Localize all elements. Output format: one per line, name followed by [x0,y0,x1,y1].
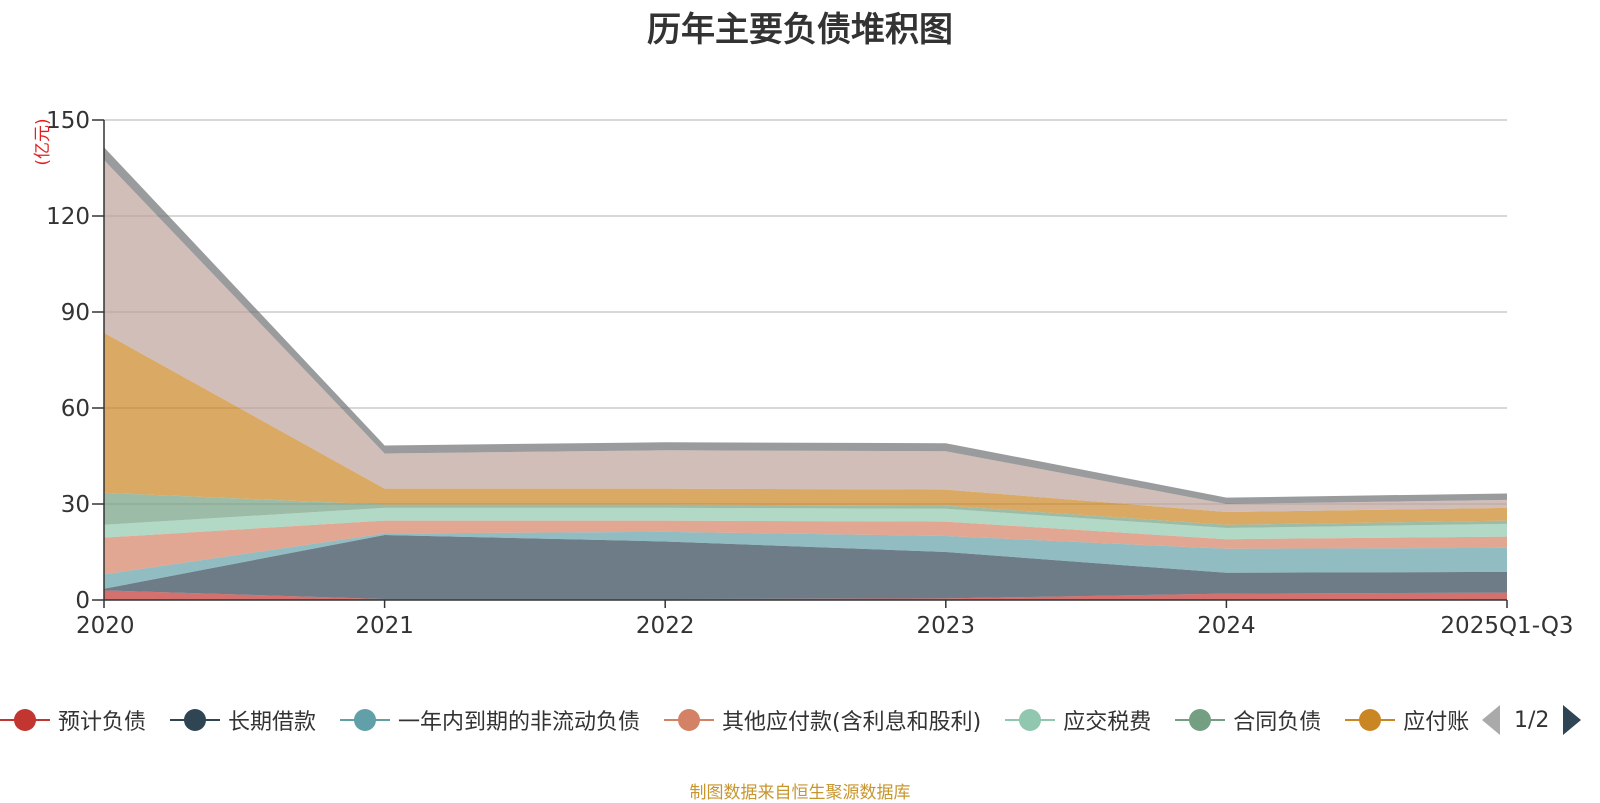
tick-labels: 0 30 60 90 120 150 2020 2021 2022 2023 2024 2025Q1-… [46,108,1573,639]
legend-marker-icon [1345,707,1396,733]
legend-marker-icon [1005,707,1056,733]
area-1 [104,535,1507,600]
y-axis-unit-label: (亿元) [33,118,53,165]
y-tick-label: 60 [61,396,90,422]
legend-marker-dot [184,709,207,731]
legend: 预计负债 长期借款 一年内到期的非流动负债 其他应付款(含利息和股利) 应交税费 合同负债… [0,700,1600,740]
legend-marker-dot [1019,709,1042,731]
x-tick-label: 2020 [76,613,135,639]
y-tick-label: 90 [61,300,90,326]
legend-marker-dot [354,709,377,731]
legend-next-page-icon[interactable] [1563,705,1582,735]
legend-marker-icon [340,707,391,733]
area-series [104,147,1507,600]
legend-marker-dot [1189,709,1212,731]
x-tick-label: 2023 [917,613,976,639]
x-tick-label: 2025Q1-Q3 [1440,613,1573,639]
area-5 [104,492,1507,528]
axes [92,119,1508,608]
legend-marker-icon [664,707,715,733]
y-tick-label: 30 [61,492,90,518]
y-tick-label: 120 [46,204,90,230]
area-3 [104,520,1507,575]
legend-marker-dot [1359,709,1382,731]
area-4 [104,507,1507,540]
legend-label: 长期借款 [228,710,317,735]
area-2 [104,531,1507,589]
x-tick-label: 2022 [636,613,695,639]
chart-title: 历年主要负债堆积图 [647,10,953,50]
legend-marker-icon [1175,707,1226,733]
stacked-area-chart: 0 30 60 90 120 150 2020 2021 2022 2023 2024 2025Q1-… [33,108,1574,639]
legend-label: 合同负债 [1233,710,1322,735]
legend-item[interactable]: 其他应付款(含利息和股利) [664,700,981,740]
legend-item[interactable]: 合同负债 [1175,700,1321,740]
data-source-note: 制图数据来自恒生聚源数据库 [689,783,911,803]
legend-label: 应交税费 [1063,710,1152,735]
legend-pager: 1/2 [1470,700,1600,740]
y-tick-label: 0 [75,588,90,614]
legend-marker-icon [0,707,50,733]
legend-item[interactable]: 长期借款 [170,700,316,740]
y-tick-label: 150 [46,108,90,134]
legend-label: 预计负债 [58,710,147,735]
legend-label: 一年内到期的非流动负债 [398,710,641,735]
area-0 [104,590,1507,600]
legend-label: 其他应付款(含利息和股利) [722,710,982,735]
legend-marker-icon [170,707,221,733]
x-tick-label: 2024 [1197,613,1256,639]
legend-page-indicator: 1/2 [1514,707,1550,733]
legend-item[interactable]: 一年内到期的非流动负债 [340,700,640,740]
legend-marker-dot [678,709,701,731]
legend-item[interactable]: 应交税费 [1005,700,1151,740]
legend-marker-dot [14,709,36,731]
legend-item[interactable]: 预计负债 [0,700,146,740]
x-tick-label: 2021 [355,613,414,639]
legend-prev-page-icon[interactable] [1482,705,1500,735]
